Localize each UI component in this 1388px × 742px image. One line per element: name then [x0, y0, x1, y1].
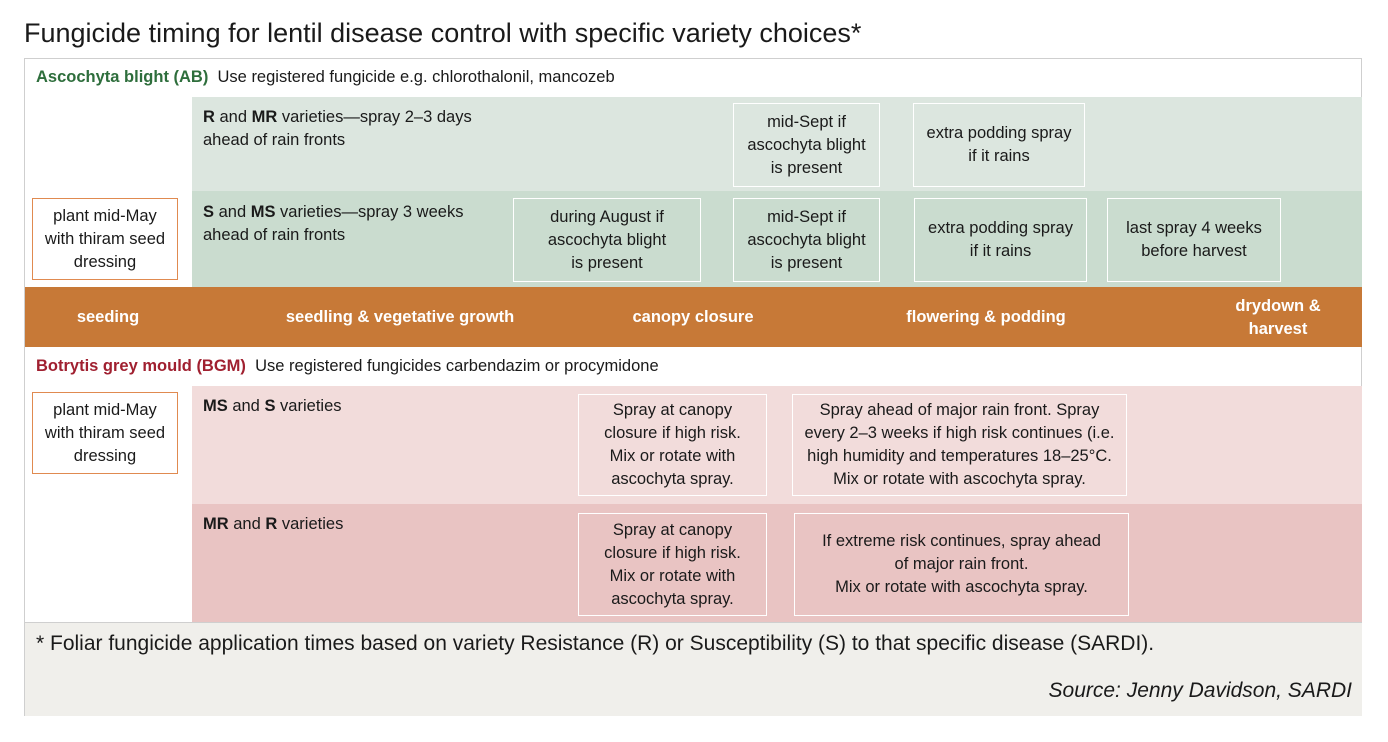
bgm-ms-s-label: MS and S varieties — [203, 397, 342, 415]
stage-drydown-harvest: drydown & harvest — [1235, 297, 1321, 338]
bgm-mr-r-band — [192, 504, 1362, 622]
source-credit: Source: Jenny Davidson, SARDI — [1048, 679, 1352, 702]
botrytis-name: Botrytis grey mould (BGM) — [36, 357, 246, 375]
figure-title: Fungicide timing for lentil disease cont… — [24, 18, 862, 48]
bgm-ms-s-canopy-box: Spray at canopy closure if high risk. Mix … — [578, 394, 767, 496]
footer-panel — [25, 622, 1362, 716]
ab-s-ms-august-box: during August if ascochyta blight is prese… — [513, 198, 701, 282]
bgm-ms-s-band — [192, 386, 1362, 504]
ab-s-ms-extra-podding-box: extra podding spray if it rains — [914, 198, 1087, 282]
ab-s-ms-last-spray-box: last spray 4 weeks before harvest — [1107, 198, 1281, 282]
bgm-mr-r-label: MR and R varieties — [203, 515, 344, 533]
stage-seedling-vegetative: seedling & vegetative growth — [285, 308, 515, 326]
bgm-mr-r-canopy-box: Spray at canopy closure if high risk. Mix … — [578, 513, 767, 616]
ab-r-mr-mid-sept-box: mid-Sept if ascochyta blight is present — [733, 103, 880, 187]
bgm-mr-r-extreme-risk-box: If extreme risk continues, spray ahead of… — [794, 513, 1129, 616]
botrytis-header: Botrytis grey mould (BGM) Use registered… — [36, 357, 659, 376]
stage-flowering-podding: flowering & podding — [906, 308, 1066, 326]
ab-s-ms-label: S and MS varieties—spray 3 weeks ahead o… — [203, 203, 464, 244]
ab-s-ms-mid-sept-box: mid-Sept if ascochyta blight is present — [733, 198, 880, 282]
ab-plant-box: plant mid-May with thiram seed dressing — [32, 198, 178, 280]
ascochyta-note: Use registered fungicide e.g. chlorothal… — [217, 68, 615, 86]
ab-s-ms-band — [192, 191, 1362, 287]
ab-r-mr-label: R and MR varieties—spray 2–3 days ahead … — [203, 108, 472, 149]
ab-r-mr-extra-podding-box: extra podding spray if it rains — [913, 103, 1085, 187]
growth-stage-bar — [25, 287, 1362, 347]
ascochyta-header: Ascochyta blight (AB) Use registered fun… — [36, 68, 615, 87]
bgm-ms-s-rain-front-box: Spray ahead of major rain front. Spray ev… — [792, 394, 1127, 496]
stage-canopy-closure: canopy closure — [632, 308, 754, 326]
ab-r-mr-band — [192, 97, 1362, 191]
botrytis-note: Use registered fungicides carbendazim or… — [255, 357, 659, 375]
stage-seeding: seeding — [76, 308, 140, 326]
ascochyta-name: Ascochyta blight (AB) — [36, 68, 209, 86]
footnote: * Foliar fungicide application times bas… — [36, 632, 1155, 655]
bgm-plant-box: plant mid-May with thiram seed dressing — [32, 392, 178, 474]
